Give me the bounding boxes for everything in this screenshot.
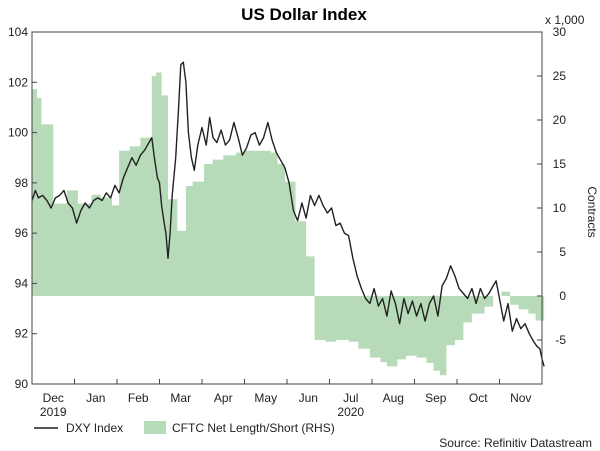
x-tick-label: Mar xyxy=(170,391,191,405)
cftc-series xyxy=(32,72,545,376)
x-tick-label: Feb xyxy=(128,391,149,405)
right-axis-title: Contracts xyxy=(585,186,599,237)
x-tick-label: Dec xyxy=(43,391,64,405)
x-year-label: 2019 xyxy=(40,405,67,419)
legend: DXY Index CFTC Net Length/Short (RHS) xyxy=(34,421,335,435)
x-axis: Dec Jan Feb Mar Apr May Jun Jul Aug Sep Oct Nov 2019… xyxy=(31,379,543,419)
x-year-label: 2020 xyxy=(337,405,364,419)
left-tick-label: 96 xyxy=(15,226,29,240)
x-tick-label: May xyxy=(254,391,277,405)
left-tick-label: 102 xyxy=(8,75,28,89)
right-tick-label: 25 xyxy=(553,69,567,83)
x-tick-label: Aug xyxy=(383,391,404,405)
chart-title: US Dollar Index xyxy=(241,5,367,24)
right-axis: -5 0 5 10 15 20 25 30 xyxy=(537,25,566,347)
left-tick-label: 94 xyxy=(15,276,29,290)
cftc-area xyxy=(32,72,545,376)
x-tick-label: Oct xyxy=(469,391,488,405)
legend-label-dxy: DXY Index xyxy=(66,421,123,435)
right-tick-label: 10 xyxy=(553,201,567,215)
x-tick-label: Apr xyxy=(214,391,233,405)
x-tick-label: Jun xyxy=(299,391,318,405)
source-note: Source: Refinitiv Datastream xyxy=(439,436,592,450)
dxy-series xyxy=(31,61,545,367)
legend-label-cftc: CFTC Net Length/Short (RHS) xyxy=(172,421,335,435)
right-tick-label: -5 xyxy=(555,333,566,347)
x-tick-label: Jan xyxy=(86,391,105,405)
left-tick-label: 92 xyxy=(15,327,29,341)
right-tick-label: 0 xyxy=(559,289,566,303)
right-axis-unit-label: x 1,000 xyxy=(545,13,585,27)
x-tick-label: Nov xyxy=(510,391,531,405)
dxy-line xyxy=(31,61,545,367)
left-tick-label: 98 xyxy=(15,176,29,190)
legend-swatch-cftc xyxy=(144,421,166,434)
left-tick-label: 104 xyxy=(8,25,28,39)
left-tick-label: 100 xyxy=(8,126,28,140)
right-tick-label: 15 xyxy=(553,157,567,171)
right-tick-label: 5 xyxy=(559,245,566,259)
x-tick-label: Sep xyxy=(425,391,447,405)
left-tick-label: 90 xyxy=(15,377,29,391)
right-tick-label: 20 xyxy=(553,113,567,127)
left-axis: 90 92 94 96 98 100 102 104 xyxy=(8,25,37,391)
right-tick-label: 30 xyxy=(553,25,567,39)
x-tick-label: Jul xyxy=(343,391,358,405)
